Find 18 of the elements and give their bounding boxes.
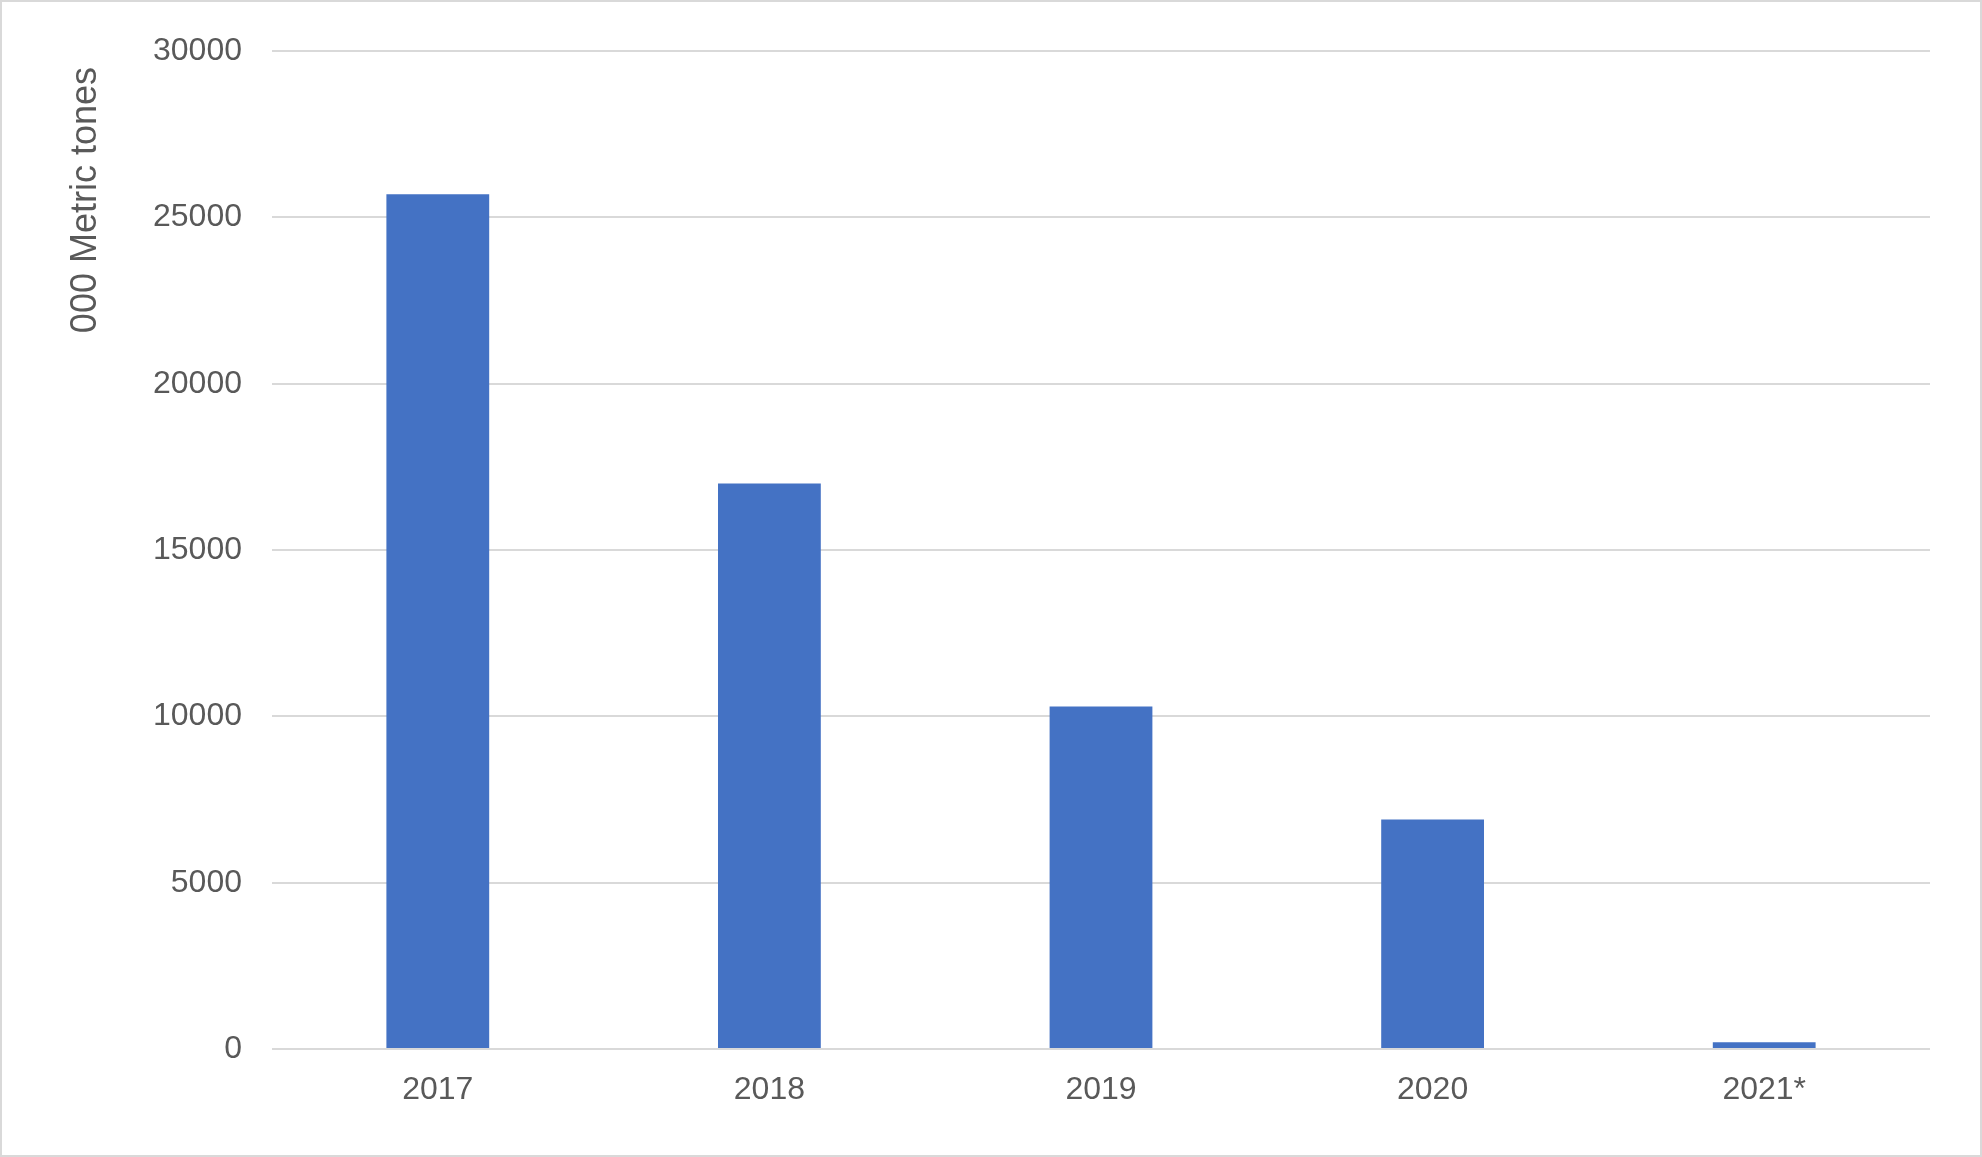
x-tick-label: 2021* xyxy=(1722,1070,1807,1107)
x-tick-label: 2020 xyxy=(1397,1070,1469,1107)
x-tick-label: 2018 xyxy=(733,1070,805,1107)
y-tick-label: 15000 xyxy=(153,529,242,566)
y-axis-title: 000 Metric tones xyxy=(62,67,104,334)
y-tick-label: 25000 xyxy=(153,197,242,234)
bar xyxy=(1381,819,1484,1048)
y-tick-label: 10000 xyxy=(153,696,242,733)
bar xyxy=(718,483,821,1048)
bar xyxy=(1049,706,1153,1048)
y-tick-label: 0 xyxy=(224,1028,242,1065)
x-tick-label: 2019 xyxy=(1065,1070,1137,1107)
bar xyxy=(1712,1042,1816,1048)
x-tick-label: 2017 xyxy=(402,1070,474,1107)
bar xyxy=(386,194,490,1048)
y-tick-label: 30000 xyxy=(153,31,242,68)
y-tick-label: 5000 xyxy=(170,862,242,899)
y-tick-label: 20000 xyxy=(153,363,242,400)
